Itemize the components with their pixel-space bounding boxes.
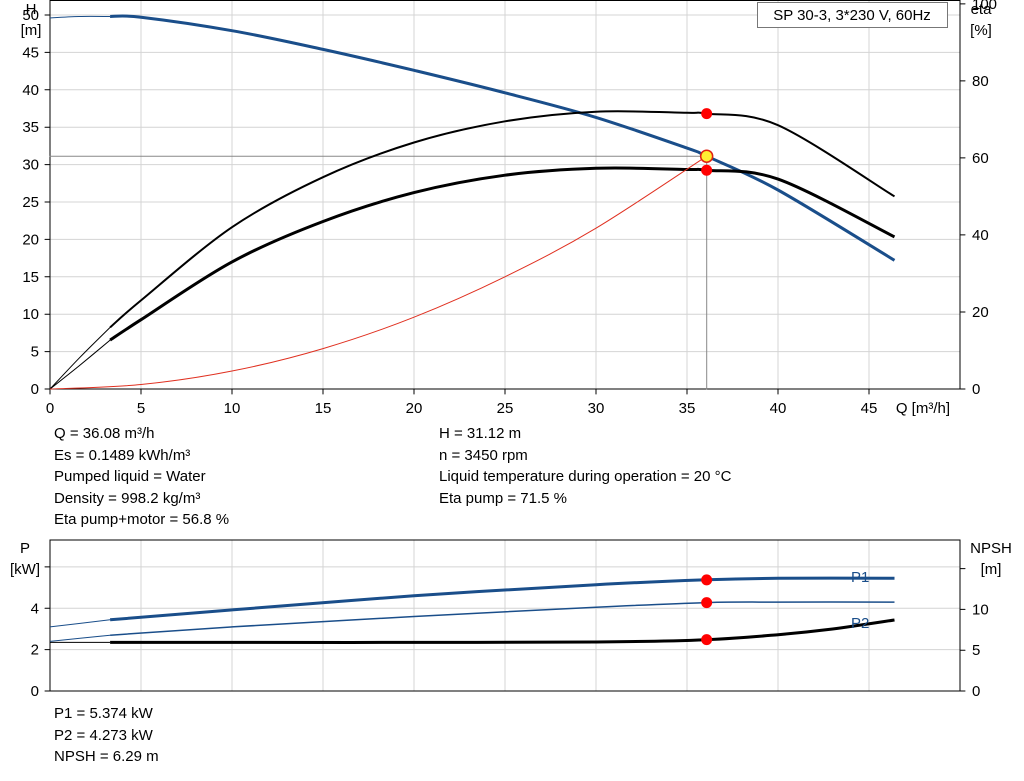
- info-p2: P2 = 4.273 kW: [54, 726, 153, 744]
- info-speed: n = 3450 rpm: [439, 446, 528, 464]
- power-plot-frame: [49, 539, 961, 692]
- x-tick-label: 0: [46, 400, 54, 417]
- curve-eta-pump-motor-extension: [49, 339, 111, 390]
- duty-marker-eta-pump-motor: [701, 164, 713, 176]
- x-tick-label: 30: [588, 400, 605, 417]
- curve-p1-extension: [49, 619, 111, 628]
- y-left-tick-label: 40: [22, 82, 39, 99]
- y-left-tick-label: 0: [31, 381, 39, 398]
- curve-p2-extension: [49, 634, 111, 642]
- info-specific-energy: Es = 0.1489 kWh/m³: [54, 446, 191, 464]
- duty-marker-head: [699, 149, 714, 163]
- curve-head: [110, 14, 896, 262]
- duty-marker-eta-pump: [701, 108, 713, 120]
- y-right-axis-unit: [%]: [970, 22, 992, 39]
- power-duty-marker-2: [701, 634, 713, 646]
- x-tick-label: 25: [497, 400, 514, 417]
- y-right-tick-label: 20: [972, 304, 989, 321]
- info-head: H = 31.12 m: [439, 425, 522, 442]
- info-eta-pump-motor: Eta pump+motor = 56.8 %: [54, 511, 230, 528]
- npsh-axis-title: NPSH: [970, 540, 1012, 557]
- x-tick-label: 15: [315, 400, 332, 417]
- power-axis-unit: [kW]: [10, 561, 40, 578]
- chart-title-box: [757, 2, 948, 28]
- duty-info-left: Q = 36.08 m³/h Es = 0.1489 kWh/m³ Pumped…: [54, 423, 229, 531]
- power-duty-marker-1: [701, 597, 713, 609]
- y-left-axis-unit: [m]: [21, 22, 42, 39]
- info-p1: P1 = 5.374 kW: [54, 705, 153, 722]
- y-left-tick-label: 10: [22, 306, 39, 323]
- y-left-tick-label: 50: [22, 7, 39, 24]
- x-tick-label: 40: [770, 400, 787, 417]
- y-right-tick-label: 80: [972, 73, 989, 90]
- y-right-tick-label: 40: [972, 227, 989, 244]
- x-tick-label: 20: [406, 400, 423, 417]
- info-flow: Q = 36.08 m³/h: [54, 425, 155, 442]
- y-right-tick-label: 0: [972, 381, 980, 398]
- y-left-tick-label: 20: [22, 231, 39, 248]
- power-y-left-tick-label: 4: [31, 600, 39, 617]
- curve-system-curve: [49, 155, 707, 390]
- npsh-axis-unit: [m]: [981, 561, 1002, 578]
- power-y-left-tick-label: 0: [31, 683, 39, 700]
- info-npsh: NPSH = 6.29 m: [54, 748, 159, 765]
- curve-head-extension: [49, 15, 111, 19]
- npsh-y-right-tick-label: 0: [972, 683, 980, 700]
- y-left-tick-label: 45: [22, 44, 39, 61]
- curve-p2: [110, 601, 895, 636]
- y-left-axis-title: H: [26, 1, 37, 18]
- y-right-tick-label: 60: [972, 150, 989, 167]
- info-pumped-liquid: Pumped liquid = Water: [54, 468, 206, 485]
- curve-eta-pump-motor: [109, 166, 896, 342]
- power-duty-marker-0: [701, 574, 713, 586]
- x-axis-title: Q [m³/h]: [896, 400, 950, 417]
- power-axis-title: P: [20, 540, 30, 557]
- npsh-y-right-tick-label: 10: [972, 601, 989, 618]
- y-right-tick-label: 100: [972, 0, 997, 13]
- info-density: Density = 998.2 kg/m³: [54, 489, 201, 507]
- npsh-y-right-tick-label: 5: [972, 642, 980, 659]
- duty-info-right: H = 31.12 m n = 3450 rpm Liquid temperat…: [439, 423, 731, 509]
- y-left-tick-label: 35: [22, 119, 39, 136]
- label-p2: P2: [851, 615, 869, 632]
- power-info: P1 = 5.374 kW P2 = 4.273 kW NPSH = 6.29 …: [54, 703, 159, 768]
- info-eta-pump: Eta pump = 71.5 %: [439, 489, 567, 507]
- x-tick-label: 10: [224, 400, 241, 417]
- curve-eta-pump: [109, 110, 896, 329]
- chart-title: SP 30-3, 3*230 V, 60Hz: [773, 7, 931, 24]
- x-tick-label: 35: [679, 400, 696, 417]
- x-tick-label: 5: [137, 400, 145, 417]
- y-left-tick-label: 15: [22, 269, 39, 286]
- y-left-tick-label: 30: [22, 157, 39, 174]
- info-liquid-temperature: Liquid temperature during operation = 20…: [439, 468, 732, 485]
- x-tick-label: 45: [861, 400, 878, 417]
- y-right-axis-title: eta: [971, 1, 993, 18]
- label-p1: P1: [851, 569, 869, 586]
- y-left-tick-label: 25: [22, 194, 39, 211]
- curve-npsh: [110, 618, 895, 644]
- y-left-tick-label: 5: [31, 344, 39, 361]
- curve-p1: [109, 576, 895, 622]
- power-y-left-tick-label: 2: [31, 642, 39, 659]
- curve-eta-pump-extension: [49, 327, 111, 390]
